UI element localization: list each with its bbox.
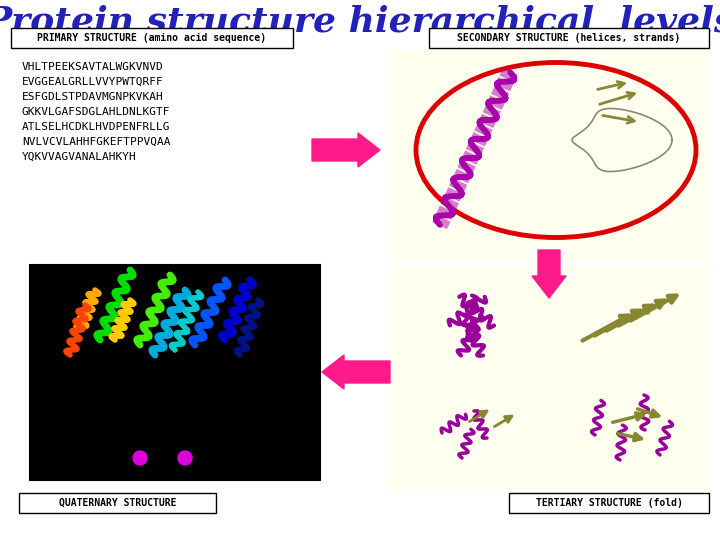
FancyBboxPatch shape [11, 28, 293, 48]
Bar [555, 265, 710, 365]
Bar [388, 50, 710, 260]
Bar [395, 375, 550, 475]
Bar [30, 265, 320, 480]
Bar [395, 265, 550, 365]
Text: Protein structure hierarchical  levels: Protein structure hierarchical levels [0, 5, 720, 39]
Circle shape [133, 451, 147, 465]
Text: QUATERNARY STRUCTURE: QUATERNARY STRUCTURE [59, 498, 176, 508]
Text: YQKVVAGVANALAHKYH: YQKVVAGVANALAHKYH [22, 152, 137, 162]
Bar [555, 375, 710, 475]
Text: TERTIARY STRUCTURE (fold): TERTIARY STRUCTURE (fold) [536, 498, 683, 508]
Text: PRIMARY STRUCTURE (amino acid sequence): PRIMARY STRUCTURE (amino acid sequence) [37, 33, 266, 43]
Text: GKKVLGAFSDGLAHLDNLKGTF: GKKVLGAFSDGLAHLDNLKGTF [22, 107, 171, 117]
Text: ATLSELHCDKLHVDPENFRLLG: ATLSELHCDKLHVDPENFRLLG [22, 122, 171, 132]
Text: SECONDARY STRUCTURE (helices, strands): SECONDARY STRUCTURE (helices, strands) [457, 33, 680, 43]
FancyBboxPatch shape [429, 28, 709, 48]
FancyArrow shape [322, 355, 390, 389]
FancyArrow shape [532, 250, 566, 298]
Ellipse shape [416, 63, 696, 238]
FancyBboxPatch shape [19, 493, 216, 513]
Text: VHLTPEEKSAVTALWGKVNVD: VHLTPEEKSAVTALWGKVNVD [22, 62, 163, 72]
FancyBboxPatch shape [509, 493, 709, 513]
Bar [388, 270, 710, 490]
Text: NVLVCVLAHHFGKEFTPPVQAA: NVLVCVLAHHFGKEFTPPVQAA [22, 137, 171, 147]
FancyArrow shape [312, 133, 380, 167]
Text: ESFGDLSTPDAVMGNPKVKAH: ESFGDLSTPDAVMGNPKVKAH [22, 92, 163, 102]
Text: EVGGEALGRLLVVYPWTQRFF: EVGGEALGRLLVVYPWTQRFF [22, 77, 163, 87]
Circle shape [178, 451, 192, 465]
